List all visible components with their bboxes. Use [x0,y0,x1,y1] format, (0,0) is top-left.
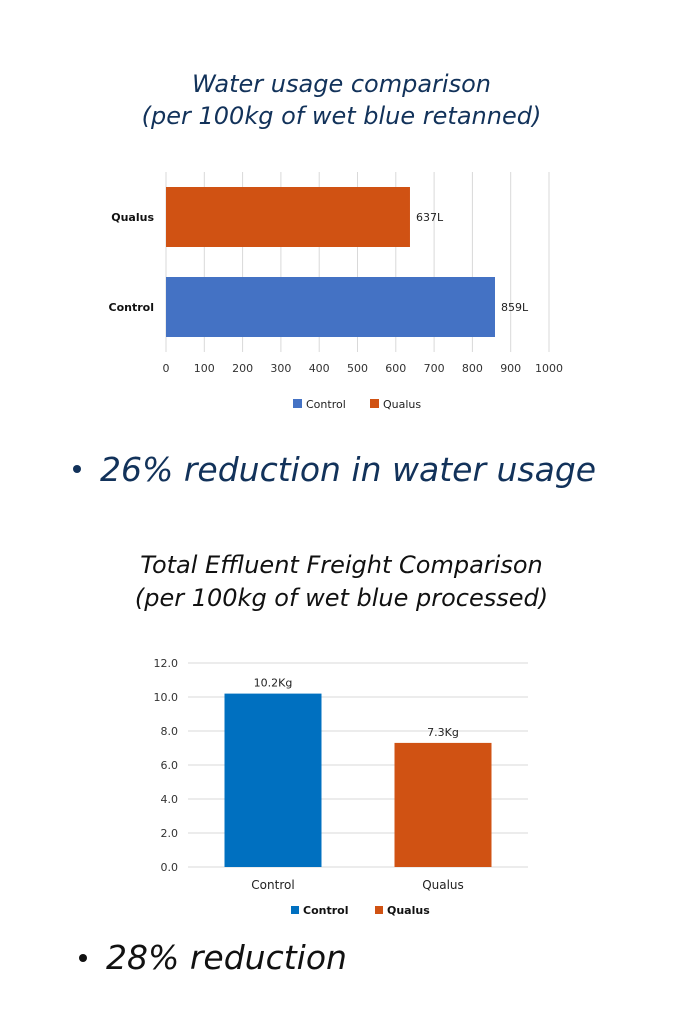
data-label: 10.2Kg [254,677,293,690]
water-reduction-text: 26% reduction in water usage [100,450,597,489]
water-usage-chart: 0 100 200 300 400 500 600 700 800 900 1000 Qualus 63… [109,172,563,411]
x-tick-label: 0 [163,362,170,375]
category-label: Control [251,878,294,892]
x-tick-label: 300 [270,362,291,375]
data-label: 7.3Kg [427,726,459,739]
x-tick-label: 500 [347,362,368,375]
legend-label: Control [306,398,346,411]
x-tick-label: 1000 [535,362,563,375]
bullet-dot-icon [79,954,87,962]
legend-label: Qualus [383,398,421,411]
legend-label: Control [303,904,348,917]
legend-swatch-qualus [370,399,379,408]
legend-swatch-control [293,399,302,408]
chart2-title: Total Effluent Freight Comparison [140,551,543,579]
bar-qualus [394,742,492,867]
y-tick-label: 10.0 [154,691,179,704]
bar-control [166,277,495,337]
x-tick-label: 800 [462,362,483,375]
category-label: Control [109,301,154,314]
x-tick-label: 600 [385,362,406,375]
y-tick-label: 8.0 [161,725,179,738]
chart1-subtitle: (per 100kg of wet blue retanned) [141,102,542,130]
y-tick-label: 12.0 [154,657,179,670]
effluent-reduction-bullet: 28% reduction [79,938,347,977]
water-reduction-bullet: 26% reduction in water usage [73,450,597,489]
category-label: Qualus [422,878,464,892]
bar-control [224,693,322,867]
legend-swatch-control [291,906,299,914]
y-tick-label: 2.0 [161,827,179,840]
bar-qualus [166,187,410,247]
x-tick-label: 200 [232,362,253,375]
data-label: 859L [501,301,529,314]
bullet-dot-icon [73,465,81,473]
category-label: Qualus [111,211,154,224]
legend-label: Qualus [387,904,430,917]
x-tick-label: 700 [424,362,445,375]
y-tick-label: 4.0 [161,793,179,806]
legend-swatch-qualus [375,906,383,914]
chart1-title: Water usage comparison [192,70,491,98]
y-tick-label: 6.0 [161,759,179,772]
x-tick-label: 100 [194,362,215,375]
x-tick-label: 400 [309,362,330,375]
x-tick-label: 900 [500,362,521,375]
y-tick-label: 0.0 [161,861,179,874]
chart2-subtitle: (per 100kg of wet blue processed) [134,584,549,612]
effluent-reduction-text: 28% reduction [106,938,347,977]
data-label: 637L [416,211,444,224]
